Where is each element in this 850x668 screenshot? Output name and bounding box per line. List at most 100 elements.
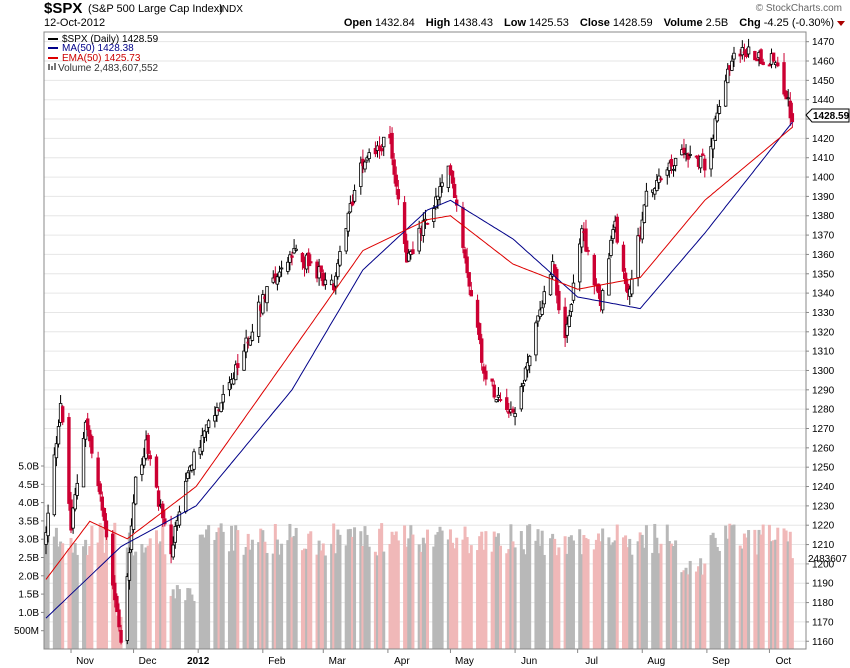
candle-body	[56, 426, 61, 445]
candle-body	[111, 533, 115, 586]
candle-body	[615, 216, 619, 243]
candle-body	[644, 190, 649, 207]
candle-body	[703, 158, 707, 171]
candle-body	[784, 90, 788, 100]
candle-body	[669, 158, 674, 167]
volume-bar	[192, 600, 196, 649]
candle-body	[425, 222, 430, 225]
candle-body	[726, 68, 730, 84]
volume-bar	[767, 524, 771, 649]
volume-bar	[786, 541, 790, 649]
volume-bar	[346, 529, 350, 649]
candle-body	[788, 100, 792, 119]
candle-body	[498, 399, 503, 401]
volume-bar	[140, 543, 144, 649]
volume-bar	[73, 543, 77, 649]
volume-bar	[478, 536, 482, 649]
volume-bar	[202, 537, 206, 649]
volume-bar	[563, 536, 567, 649]
candle-body	[548, 274, 553, 296]
legend-price: $SPX (Daily) 1428.59	[62, 34, 159, 45]
volume-bar	[230, 525, 234, 649]
candle-body	[776, 62, 780, 67]
volume-bar	[757, 529, 761, 649]
chg-label: Chg	[739, 17, 761, 29]
candle-body	[475, 299, 480, 328]
volume-bar	[772, 540, 776, 649]
volume-bar	[492, 531, 496, 649]
volume-bar	[52, 536, 56, 649]
volume-bar	[484, 531, 488, 649]
candle-body	[438, 186, 442, 198]
volume-bar	[655, 537, 659, 649]
volume-bar	[538, 545, 542, 649]
volume-bar	[409, 525, 413, 649]
volume-bar	[213, 539, 217, 649]
volume-bar	[177, 589, 181, 649]
volume-bar	[521, 549, 525, 649]
candle-body	[54, 443, 59, 459]
volume-bar	[407, 538, 411, 649]
y-tick-label: 1330	[812, 308, 835, 319]
volume-bar	[57, 546, 61, 649]
chart-legend: $SPX (Daily) 1428.59 MA(50) 1428.38 EMA(…	[48, 34, 159, 74]
candle-body	[455, 199, 459, 206]
volume-bar	[571, 540, 575, 649]
y-tick-label: 1350	[812, 269, 835, 280]
candle-body	[730, 60, 734, 71]
y-tick-label: 1290	[812, 385, 835, 396]
volume-bar	[207, 525, 211, 649]
volume-bar	[75, 554, 79, 649]
volume-bar	[609, 545, 613, 649]
volume-bar	[54, 527, 58, 649]
candle-body	[446, 165, 451, 188]
y-tick-label: 1210	[812, 540, 835, 551]
stockcharts-logo: © StockCharts.com	[755, 3, 842, 14]
candle-body	[496, 394, 501, 398]
candle-body	[673, 157, 678, 167]
candle-body	[621, 244, 626, 272]
volume-bar	[234, 525, 238, 649]
candle-body	[682, 147, 686, 154]
volume-bar	[630, 554, 634, 649]
candle-body	[148, 455, 152, 460]
x-tick-label: May	[455, 656, 474, 667]
candle-body	[129, 525, 134, 550]
volume-bar	[163, 554, 167, 649]
candle-body	[131, 502, 136, 530]
volume-bar	[102, 552, 106, 649]
volume-bar	[217, 527, 221, 649]
low-label: Low	[504, 17, 527, 29]
volume-bar	[157, 543, 161, 649]
candle-body	[484, 370, 488, 380]
volume-bar	[411, 534, 415, 649]
volume-bar	[334, 553, 338, 649]
volume-bar	[188, 588, 192, 649]
volume-bar	[111, 555, 115, 649]
candle-body	[336, 262, 340, 278]
candle-body	[542, 291, 546, 305]
candle-body	[404, 240, 409, 263]
candle-body	[786, 97, 790, 100]
volume-bar	[321, 543, 325, 649]
candle-body	[294, 248, 298, 251]
candle-body	[640, 219, 644, 240]
candle-body	[507, 411, 511, 414]
volume-bar	[338, 534, 342, 649]
volume-tick-label: 3.5B	[18, 516, 39, 527]
volume-bar	[505, 553, 509, 649]
candle-body	[332, 283, 336, 291]
candle-body	[81, 438, 86, 488]
volume-bar	[467, 553, 471, 649]
volume-bar	[336, 529, 340, 649]
y-tick-label: 1170	[812, 617, 834, 628]
volume-bar	[613, 540, 617, 649]
volume-bar	[480, 531, 484, 649]
candle-body	[213, 415, 217, 422]
volume-bar	[580, 554, 584, 649]
candle-body	[348, 203, 353, 213]
candle-body	[596, 283, 601, 294]
candle-body	[306, 252, 311, 267]
chart-date: 12-Oct-2012	[44, 17, 106, 29]
candle-body	[219, 402, 223, 412]
